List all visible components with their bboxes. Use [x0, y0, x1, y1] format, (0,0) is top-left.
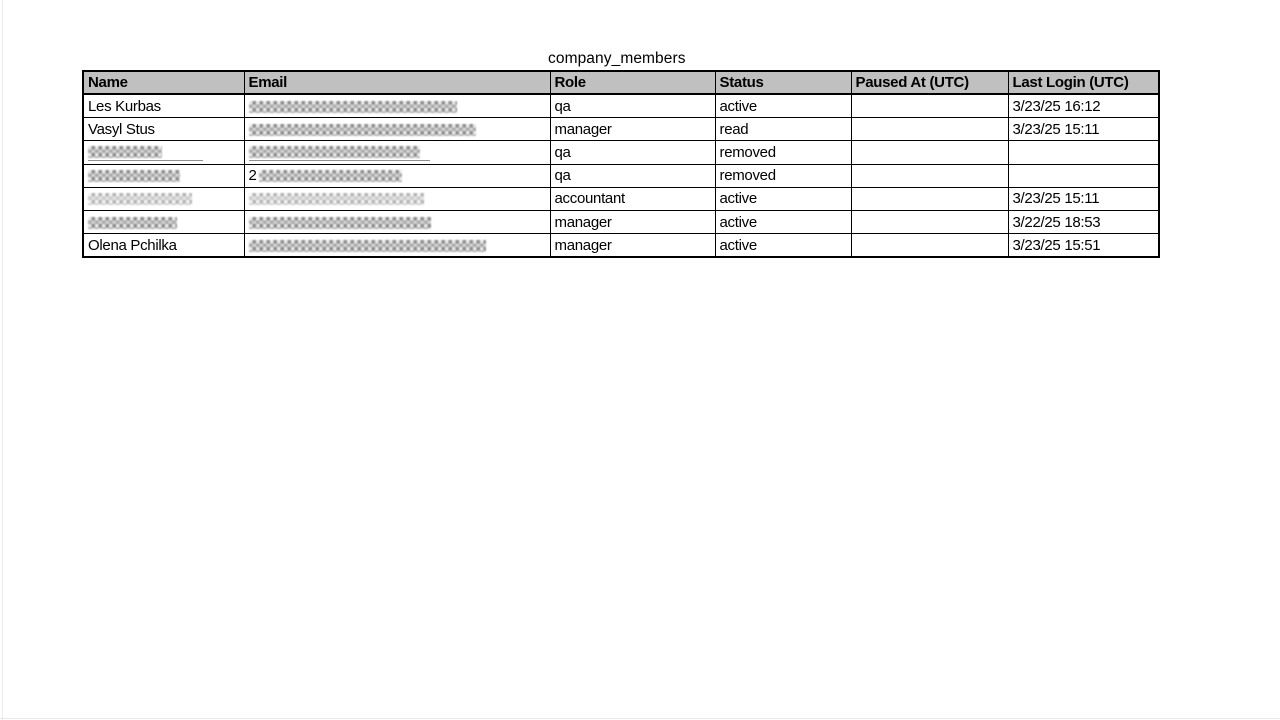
cell-name: Vasyl Stus [82, 117, 245, 142]
cell-status: active [714, 209, 852, 235]
cell-name [82, 140, 245, 165]
table-row: 2 qa removed [82, 163, 1160, 188]
cell-role: qa [549, 140, 716, 165]
cell-status: removed [714, 163, 852, 188]
cell-paused-at [850, 140, 1009, 165]
cell-role: manager [549, 117, 716, 142]
redacted-name [88, 193, 192, 206]
cell-name [82, 186, 245, 211]
cell-last-login: 3/23/25 15:51 [1007, 233, 1160, 258]
cell-name [82, 163, 245, 188]
cell-paused-at [850, 233, 1009, 258]
cell-status: active [714, 93, 852, 119]
cell-status: read [714, 117, 852, 142]
cell-role: manager [549, 233, 716, 258]
page-left-edge [2, 0, 3, 720]
cell-role: accountant [549, 186, 716, 211]
column-header-name: Name [82, 70, 245, 95]
cell-last-login: 3/23/25 15:11 [1007, 186, 1160, 211]
cell-email [243, 93, 551, 119]
cell-status: active [714, 186, 852, 211]
redacted-email-underline [248, 145, 430, 161]
table-row: Vasyl Stus manager read 3/23/25 15:11 [82, 117, 1160, 142]
cell-paused-at [850, 93, 1009, 119]
cell-email [243, 233, 551, 258]
table-row: manager active 3/22/25 18:53 [82, 209, 1160, 235]
cell-role: qa [549, 163, 716, 188]
cell-status: removed [714, 140, 852, 165]
column-header-email: Email [243, 70, 551, 95]
redacted-email [248, 100, 457, 113]
redacted-name [88, 146, 162, 159]
table-title: company_members [548, 50, 686, 67]
cell-last-login [1007, 140, 1160, 165]
redacted-email [248, 123, 476, 136]
cell-email [243, 117, 551, 142]
cell-paused-at [850, 186, 1009, 211]
cell-paused-at [850, 163, 1009, 188]
cell-email: 2 [243, 163, 551, 188]
cell-name: Olena Pchilka [82, 233, 245, 258]
page-bottom-edge [0, 718, 1280, 719]
redacted-email [248, 239, 486, 252]
cell-paused-at [850, 117, 1009, 142]
redacted-email [248, 216, 431, 229]
company-members-table: Name Email Role Status Paused At (UTC) L… [82, 70, 1160, 259]
cell-last-login: 3/23/25 15:11 [1007, 117, 1160, 142]
redacted-name [88, 216, 177, 229]
cell-paused-at [850, 209, 1009, 235]
email-visible-prefix: 2 [248, 167, 257, 185]
cell-status: active [714, 233, 852, 258]
cell-last-login: 3/22/25 18:53 [1007, 209, 1160, 235]
column-header-last-login: Last Login (UTC) [1007, 70, 1160, 95]
cell-last-login [1007, 163, 1160, 188]
table-row: Les Kurbas qa active 3/23/25 16:12 [82, 93, 1160, 119]
cell-role: manager [549, 209, 716, 235]
cell-email [243, 186, 551, 211]
redacted-name-underline [88, 145, 203, 161]
redacted-email [248, 193, 424, 206]
redacted-email [248, 146, 420, 159]
cell-role: qa [549, 93, 716, 119]
column-header-status: Status [714, 70, 852, 95]
table-row: accountant active 3/23/25 15:11 [82, 186, 1160, 211]
cell-email [243, 140, 551, 165]
table-row: qa removed [82, 140, 1160, 165]
cell-name [82, 209, 245, 235]
column-header-paused-at: Paused At (UTC) [850, 70, 1009, 95]
redacted-email [258, 169, 402, 182]
cell-name: Les Kurbas [82, 93, 245, 119]
header-row: Name Email Role Status Paused At (UTC) L… [82, 70, 1160, 95]
cell-last-login: 3/23/25 16:12 [1007, 93, 1160, 119]
cell-email [243, 209, 551, 235]
table-row: Olena Pchilka manager active 3/23/25 15:… [82, 233, 1160, 258]
redacted-name [88, 170, 180, 183]
column-header-role: Role [549, 70, 716, 95]
